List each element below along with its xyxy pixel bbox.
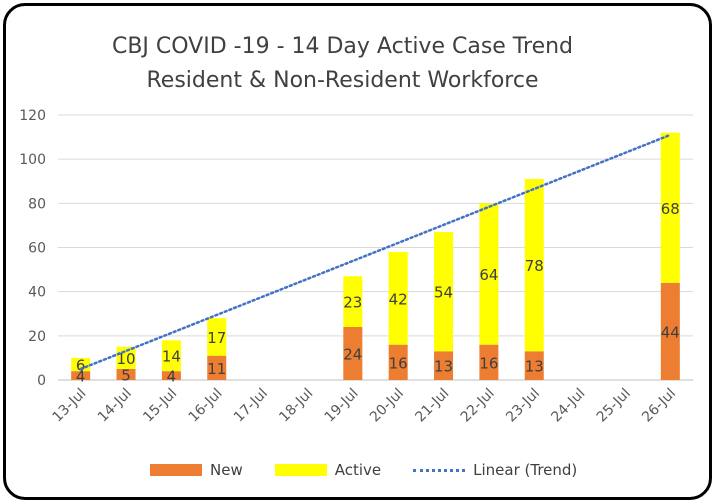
legend-item-trend: Linear (Trend) — [413, 461, 577, 479]
y-tick-label: 120 — [19, 108, 46, 124]
bar-active — [388, 251, 408, 345]
bar-active — [479, 203, 499, 345]
x-tick-label: 19-Jul — [322, 386, 362, 426]
trendline — [79, 133, 672, 371]
data-label-new: 13 — [434, 358, 453, 376]
x-tick-label: 18-Jul — [276, 386, 316, 426]
y-tick-label: 20 — [28, 329, 46, 345]
data-label-new: 24 — [343, 346, 362, 364]
data-label-new: 5 — [121, 366, 131, 384]
bar-new — [207, 355, 227, 380]
chart-subtitle: Resident & Non-Resident Workforce — [146, 68, 539, 93]
bar-active — [660, 132, 680, 283]
chart-title: CBJ COVID -19 - 14 Day Active Case Trend — [111, 34, 574, 59]
y-tick-label: 80 — [28, 196, 46, 212]
bar-new — [479, 344, 499, 380]
data-label-active: 64 — [479, 266, 498, 284]
data-label-new: 13 — [525, 358, 544, 376]
legend-swatch-new — [150, 464, 202, 476]
legend: New Active Linear (Trend) — [150, 460, 609, 480]
bar-new — [524, 351, 544, 380]
legend-label-active: Active — [334, 461, 382, 479]
data-label-active: 42 — [389, 290, 408, 308]
x-tick-label: 25-Jul — [594, 386, 634, 426]
y-tick-label: 100 — [19, 152, 46, 168]
data-label-new: 16 — [389, 354, 408, 372]
bar-active — [207, 318, 227, 356]
bar-active — [161, 340, 181, 372]
data-label-active: 54 — [434, 284, 453, 302]
x-tick-label: 13-Jul — [50, 386, 90, 426]
data-label-active: 6 — [76, 357, 86, 375]
bar-active — [343, 276, 363, 327]
data-label-active: 17 — [207, 329, 226, 347]
x-tick-label: 17-Jul — [231, 386, 271, 426]
legend-label-trend: Linear (Trend) — [473, 461, 578, 479]
data-label-active: 14 — [162, 348, 181, 366]
data-label-new: 44 — [661, 323, 680, 341]
chart-frame — [3, 3, 712, 500]
data-label-active: 10 — [116, 350, 135, 368]
data-label-new: 4 — [167, 368, 177, 386]
bar-new — [388, 344, 408, 380]
x-tick-label: 23-Jul — [503, 386, 543, 426]
y-tick-label: 60 — [28, 241, 46, 257]
legend-item-active: Active — [274, 461, 382, 479]
x-tick-label: 15-Jul — [140, 386, 180, 426]
bar-new — [116, 368, 136, 380]
x-tick-label: 16-Jul — [186, 386, 226, 426]
legend-swatch-active — [274, 464, 327, 476]
x-tick-label: 26-Jul — [639, 386, 679, 426]
bar-new — [71, 371, 91, 380]
data-label-active: 78 — [525, 257, 544, 275]
data-label-active: 23 — [343, 294, 362, 312]
bar-new — [434, 351, 454, 380]
bar-active — [434, 232, 454, 352]
x-tick-label: 22-Jul — [458, 386, 498, 426]
x-tick-label: 21-Jul — [412, 386, 452, 426]
data-label-new: 4 — [76, 368, 86, 386]
bar-new — [343, 327, 363, 380]
legend-label-new: New — [210, 461, 243, 479]
legend-swatch-trend — [413, 468, 466, 472]
bar-new — [161, 371, 181, 380]
bar-active — [524, 179, 544, 352]
data-label-active: 68 — [661, 200, 680, 218]
data-label-new: 11 — [207, 360, 226, 378]
y-tick-label: 40 — [28, 285, 46, 301]
x-tick-label: 20-Jul — [367, 386, 407, 426]
x-tick-label: 24-Jul — [548, 386, 588, 426]
x-tick-label: 14-Jul — [95, 386, 135, 426]
data-label-new: 16 — [479, 354, 498, 372]
legend-item-new: New — [150, 461, 243, 479]
bar-new — [660, 282, 680, 380]
y-tick-label: 0 — [37, 373, 46, 389]
